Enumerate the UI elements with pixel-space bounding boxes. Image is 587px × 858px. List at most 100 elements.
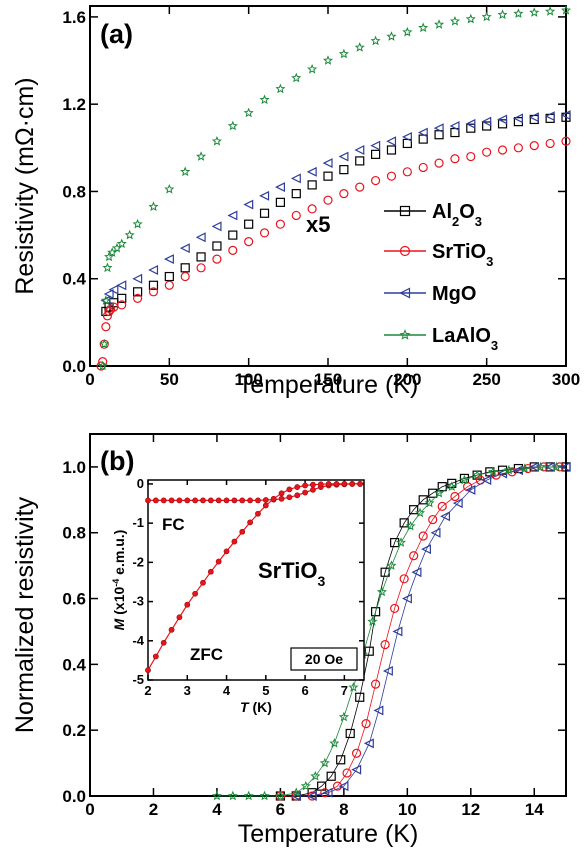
x-tick-label: 4 xyxy=(223,683,231,698)
data-point xyxy=(196,263,206,273)
legend-label-base: LaAlO xyxy=(432,325,491,347)
x-tick-label: 8 xyxy=(339,800,348,819)
data-point xyxy=(290,173,301,184)
data-point xyxy=(100,295,111,305)
inset-data-point xyxy=(223,548,230,555)
x-tick-label: 100 xyxy=(234,370,262,389)
data-point xyxy=(338,781,349,792)
panel-b-ticks: 0 2 4 6 8 10 12 14 0.0 0.2 0.4 0.6 0.8 1.0 xyxy=(62,434,566,819)
inset-data-point xyxy=(294,492,301,499)
data-point xyxy=(133,287,143,297)
data-point xyxy=(434,19,445,29)
inset-data-point xyxy=(231,538,238,545)
data-point xyxy=(101,322,111,332)
x-tick-label: 7 xyxy=(341,683,348,698)
data-point xyxy=(326,771,336,781)
data-point xyxy=(355,156,365,166)
data-point xyxy=(339,165,349,175)
data-point xyxy=(227,790,238,801)
data-point xyxy=(390,603,400,614)
data-point xyxy=(371,175,381,186)
data-point xyxy=(437,482,447,492)
y-tick-label: 0 xyxy=(137,476,144,491)
inset-chart: 2 3 4 5 6 70-1-2-3-4-5 FC ZFC SrTiO3 20 Oe T … xyxy=(111,476,365,715)
data-point xyxy=(466,151,476,162)
x-tick-label: 0 xyxy=(85,800,94,819)
data-point xyxy=(449,15,460,26)
data-point xyxy=(124,229,135,240)
data-point xyxy=(116,280,127,291)
data-point xyxy=(306,166,317,177)
inset-ylabel-tail: e.m.u.) xyxy=(111,530,127,579)
data-point xyxy=(164,271,174,282)
x-tick-label: 10 xyxy=(398,800,417,819)
y-tick-label: 0.4 xyxy=(62,655,86,674)
data-point xyxy=(180,166,191,177)
data-point xyxy=(338,711,349,722)
data-point xyxy=(414,507,426,518)
inset-ylabel-rest: (x10 xyxy=(111,587,127,619)
data-point xyxy=(323,195,333,205)
data-point xyxy=(132,218,143,229)
inset-data-point xyxy=(160,497,167,504)
inset-series xyxy=(145,481,363,674)
inset-data-point xyxy=(152,653,159,660)
data-point xyxy=(212,254,222,264)
data-point xyxy=(481,475,492,486)
inset-data-point xyxy=(223,497,230,504)
legend-label-base: SrTiO xyxy=(432,241,486,263)
inset-field-label: 20 Oe xyxy=(305,651,343,667)
y-tick-label: -2 xyxy=(132,554,144,569)
data-point xyxy=(386,136,397,147)
inset-data-point xyxy=(200,497,206,504)
inset-data-point xyxy=(192,590,199,597)
data-point xyxy=(371,607,381,617)
data-point xyxy=(545,6,556,16)
data-point xyxy=(560,5,572,15)
panel-b-tag: (b) xyxy=(100,446,134,476)
inset-data-point xyxy=(270,495,277,502)
inset-data-point xyxy=(152,497,159,504)
x-tick-label: 14 xyxy=(525,800,544,819)
data-point xyxy=(103,289,114,299)
data-point xyxy=(465,484,476,495)
inset-data-point xyxy=(349,481,356,487)
inset-data-point xyxy=(357,481,363,487)
panel-b-ylabel: Normalized resistivity xyxy=(11,496,39,733)
data-point xyxy=(551,461,562,472)
inset-frame xyxy=(147,479,365,681)
data-point xyxy=(392,626,403,637)
x-tick-label: 5 xyxy=(262,683,269,698)
panel-a-annotation: x5 xyxy=(306,212,330,237)
data-point xyxy=(561,136,571,146)
data-point xyxy=(338,151,349,162)
x-tick-label: 150 xyxy=(314,370,342,389)
inset-data-point xyxy=(215,497,222,504)
data-point xyxy=(472,469,483,480)
inset-xlabel-rest: (K) xyxy=(249,699,272,715)
data-point xyxy=(196,252,206,262)
data-point xyxy=(243,199,254,210)
inset-data-point xyxy=(310,486,316,493)
data-point xyxy=(545,138,555,149)
inset-data-point xyxy=(325,481,332,487)
x-tick-label: 12 xyxy=(461,800,480,819)
x-tick-label: 6 xyxy=(301,683,308,698)
data-point xyxy=(322,55,334,65)
inset-line xyxy=(147,483,361,671)
data-point xyxy=(163,254,174,265)
panel-a-ticks: 0 50 100 150 200 250 300 0.0 0.4 0.8 1.2 1.6 xyxy=(62,6,580,389)
inset-data-point xyxy=(247,497,254,504)
inset-data-point xyxy=(341,481,348,487)
inset-data-point xyxy=(145,667,151,674)
inset-sample-base: SrTiO xyxy=(258,558,318,583)
data-point xyxy=(336,755,346,765)
y-tick-label: 0.8 xyxy=(62,524,86,543)
x-tick-label: 2 xyxy=(144,683,151,698)
inset-field-box xyxy=(290,647,358,671)
panel-a-series xyxy=(96,5,572,371)
data-point xyxy=(497,145,508,155)
data-point xyxy=(307,63,318,74)
inset-series-ZFC xyxy=(145,481,363,674)
